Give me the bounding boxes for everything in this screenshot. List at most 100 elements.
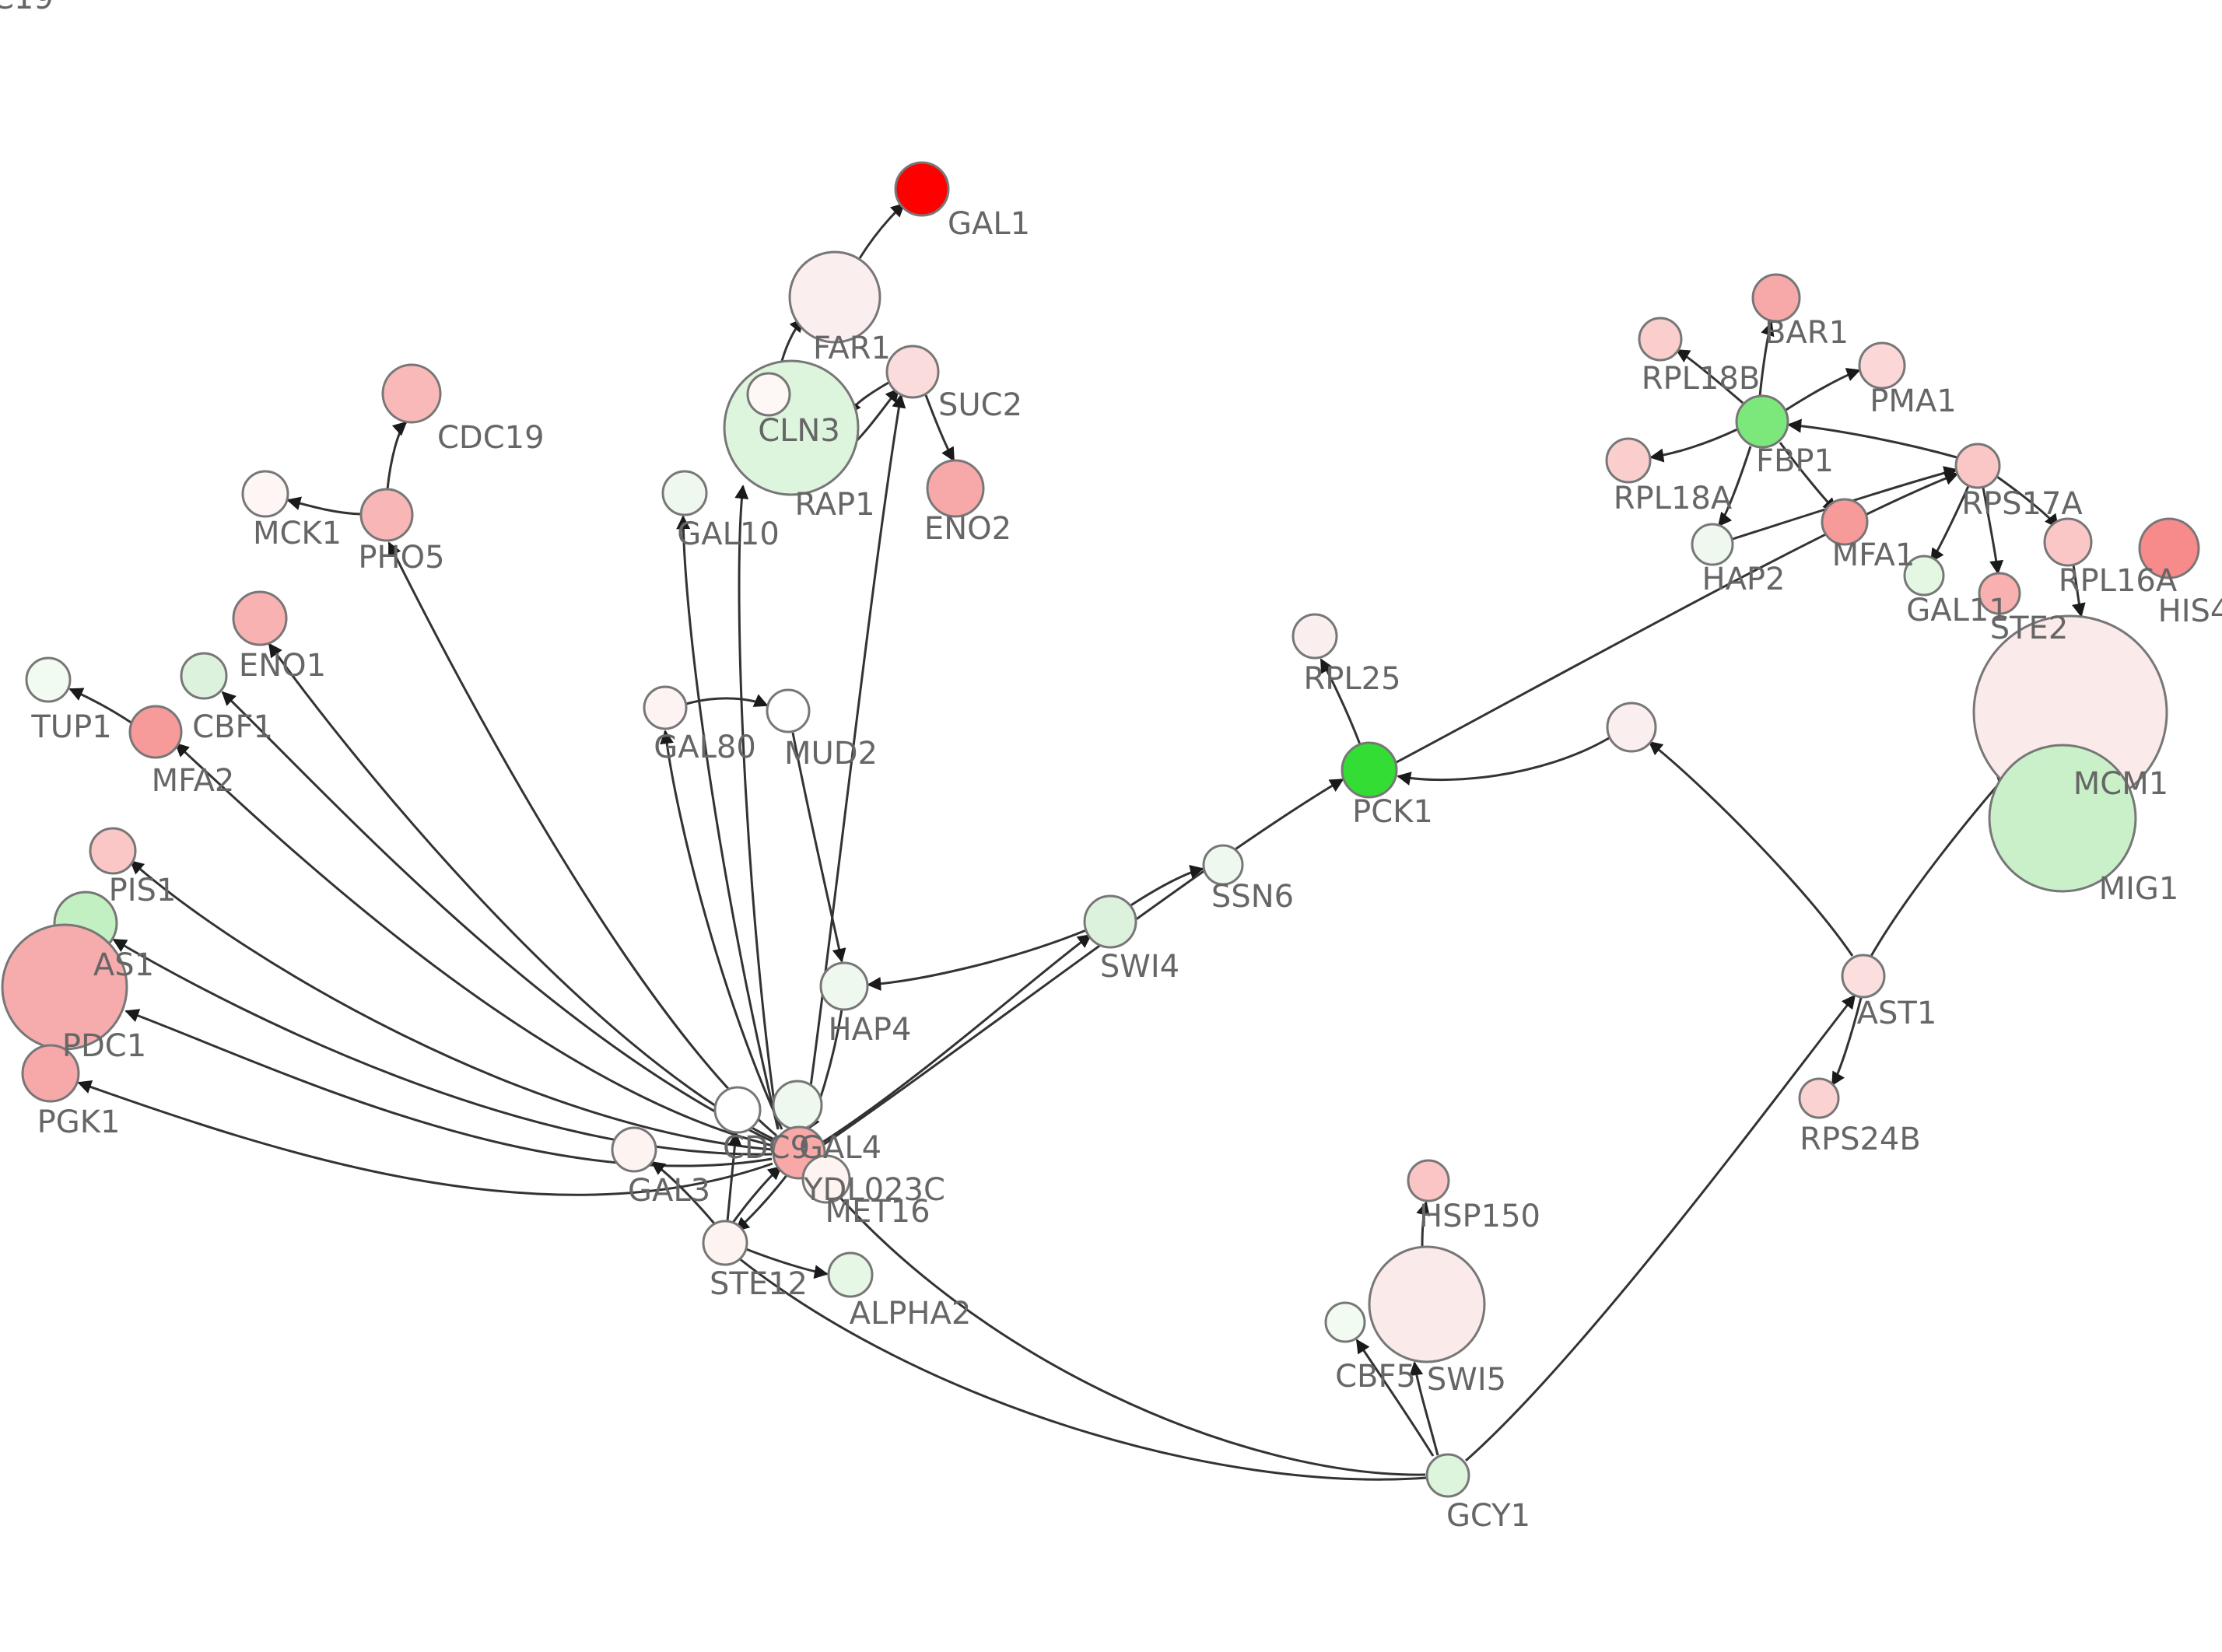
edge-gal4-to-mfa2 — [174, 742, 773, 1147]
node-cdc19n[interactable] — [381, 363, 442, 424]
node-mig1[interactable] — [1988, 744, 2137, 893]
node-hap4[interactable] — [819, 961, 869, 1011]
node-rpl18a[interactable] — [1605, 437, 1652, 484]
node-ssn6[interactable] — [1202, 844, 1244, 886]
node-gcy1[interactable] — [1425, 1453, 1470, 1498]
edge-mud2-to-hap4 — [791, 732, 846, 963]
edge-fbp1-to-rpl18a — [1649, 428, 1738, 463]
edge-swi4-to-ssn6 — [1129, 865, 1204, 908]
node-label-pma1: PMA1 — [1870, 383, 1956, 419]
node-label-gal10: GAL10 — [677, 516, 780, 552]
node-his4[interactable] — [2138, 517, 2200, 579]
edge-pck1-to-rpl25 — [1320, 658, 1362, 745]
edge-fbp1-to-pma1 — [1784, 368, 1861, 412]
node-pho5[interactable] — [359, 488, 414, 542]
node-suc2[interactable] — [885, 345, 940, 399]
node-gal11[interactable] — [1903, 555, 1945, 597]
edge-gal4-to-gal80 — [660, 730, 783, 1130]
edge-fbp1-to-bar1 — [1758, 321, 1775, 397]
node-gal1[interactable] — [894, 161, 950, 217]
node-label-rap1: RAP1 — [794, 487, 874, 523]
edge-ast1-to-unnamed1 — [1648, 740, 1854, 957]
node-rps24b[interactable] — [1798, 1077, 1840, 1119]
edge-gal4-to-pdc1 — [124, 1009, 773, 1167]
node-label-pho5: PHO5 — [358, 540, 444, 576]
edge-gal4-to-gcy1 — [815, 1170, 1426, 1476]
edge-gal4-to-pck1 — [822, 778, 1344, 1146]
node-rps17a[interactable] — [1954, 443, 2001, 489]
edge-swi4-to-hap4 — [867, 929, 1087, 991]
node-label-rps24b: RPS24B — [1800, 1122, 1921, 1157]
node-bar1[interactable] — [1751, 273, 1801, 323]
node-cdc9[interactable] — [713, 1086, 762, 1134]
edge-fbp1-to-rpl18b — [1675, 348, 1744, 404]
node-tup1[interactable] — [25, 656, 72, 703]
node-label-fbp1: FBP1 — [1756, 443, 1834, 479]
node-label-rpl25: RPL25 — [1303, 661, 1400, 697]
node-label-rpl18b: RPL18B — [1642, 361, 1761, 397]
node-label-ydl023c: YDL023C — [803, 1172, 945, 1208]
edge-mfa2-to-tup1 — [68, 688, 133, 725]
node-alpha2[interactable] — [827, 1251, 874, 1298]
node-cbf1[interactable] — [180, 652, 228, 700]
edge-ste12-to-cdc9 — [726, 1132, 742, 1222]
node-swi5[interactable] — [1368, 1245, 1486, 1363]
edge-gal4-to-pgk1 — [77, 1080, 773, 1196]
edge-cln3-to-suc2 — [850, 387, 900, 447]
node-label-mfa1: MFA1 — [1832, 537, 1915, 573]
edge-pho5-to-mck1 — [286, 496, 362, 516]
node-label-cbf1: CBF1 — [192, 709, 273, 745]
node-ast1[interactable] — [1841, 954, 1886, 999]
node-mfa2[interactable] — [128, 705, 183, 759]
node-ste12[interactable] — [702, 1220, 748, 1266]
edge-gcy1-to-ast1 — [1465, 994, 1856, 1462]
node-mfa1[interactable] — [1821, 498, 1869, 546]
node-rpl25[interactable] — [1291, 613, 1338, 660]
node-gal3[interactable] — [611, 1126, 657, 1173]
edge-hap2-to-rps17a — [1732, 466, 1958, 541]
edges-layer — [68, 202, 2086, 1481]
node-rpl16a[interactable] — [2043, 517, 2093, 567]
node-hsp150[interactable] — [1407, 1159, 1450, 1202]
node-gal80[interactable] — [643, 685, 688, 730]
node-pma1[interactable] — [1858, 341, 1906, 390]
node-label-gal11: GAL11 — [1906, 593, 2009, 628]
nodes-layer — [1, 161, 2200, 1498]
node-hap2[interactable] — [1691, 523, 1734, 566]
node-label-pgk1: PGK1 — [37, 1104, 121, 1140]
node-pck1[interactable] — [1341, 741, 1398, 799]
node-label-pis1: PIS1 — [109, 873, 177, 908]
node-label-rps17a: RPS17A — [1961, 486, 2083, 522]
edge-unnamed1-to-pck1 — [1397, 737, 1610, 786]
edge-gal4-to-suc2 — [804, 394, 906, 1127]
node-mud2[interactable] — [766, 688, 811, 733]
node-rpl18b[interactable] — [1638, 317, 1683, 362]
node-label-cbf5: CBF5 — [1335, 1359, 1416, 1395]
node-pgk1[interactable] — [21, 1044, 80, 1103]
edge-gal80-to-mud2 — [685, 694, 769, 707]
node-pis1[interactable] — [89, 827, 137, 875]
edge-gcy1-to-cbf5 — [1355, 1339, 1435, 1457]
node-ydl023c[interactable] — [801, 1154, 851, 1204]
edge-pck1-to-rps17a — [1394, 471, 1959, 765]
node-far1[interactable] — [788, 250, 881, 344]
node-mck1[interactable] — [241, 470, 289, 518]
node-swi4[interactable] — [1083, 894, 1137, 949]
node-gal10[interactable] — [661, 470, 708, 516]
node-fbp1[interactable] — [1735, 394, 1789, 449]
node-label-ast1: AST1 — [1857, 996, 1937, 1031]
node-eno1[interactable] — [232, 590, 288, 646]
edge-gal4-to-eno1 — [268, 642, 775, 1141]
node-ste2[interactable] — [1978, 572, 2021, 615]
edge-gal4-to-ste12 — [734, 1174, 789, 1232]
node-label-ste12: STE12 — [710, 1266, 808, 1302]
node-label-ssn6: SSN6 — [1211, 879, 1294, 915]
edge-gal4-to-cln3 — [734, 485, 780, 1130]
node-cln3_inner[interactable] — [746, 372, 791, 417]
node-eno2[interactable] — [926, 459, 985, 518]
node-met16n[interactable] — [772, 1080, 823, 1131]
edge-gal4-to-as1 — [112, 938, 773, 1156]
node-unnamed1[interactable] — [1606, 702, 1657, 753]
node-cbf5[interactable] — [1324, 1301, 1366, 1343]
